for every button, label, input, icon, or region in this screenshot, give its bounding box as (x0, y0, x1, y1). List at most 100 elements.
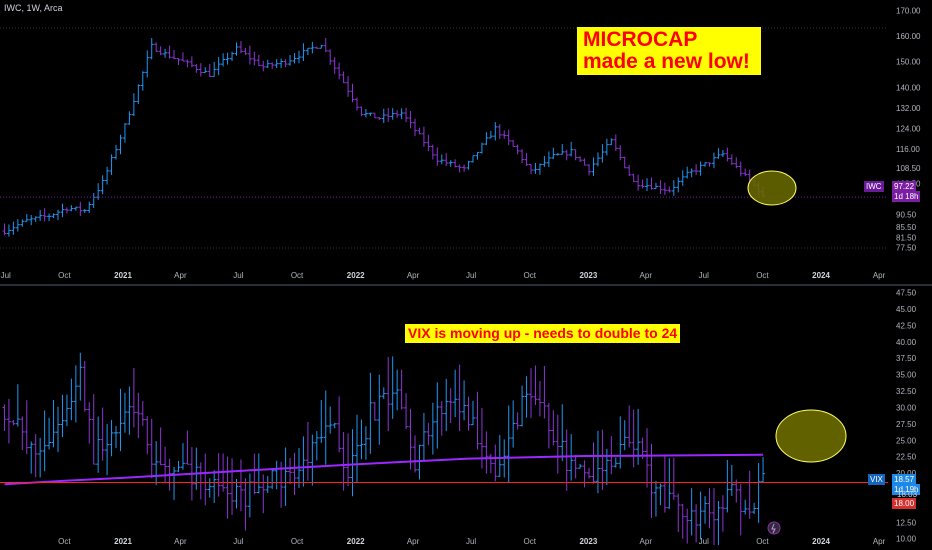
iwc-bar (38, 209, 43, 221)
iwc-bar (658, 180, 663, 195)
vix-bar (60, 394, 65, 438)
vix-bar (363, 426, 368, 460)
vix-bar (386, 356, 391, 432)
vix-bar (466, 396, 471, 431)
vix-bar (734, 479, 739, 503)
vix-bar (372, 402, 377, 421)
iwc-bar (439, 154, 444, 165)
vix-annotation: VIX is moving up - needs to double to 24 (405, 324, 681, 343)
vix-bar (256, 453, 261, 494)
new-low-highlight-ellipse (747, 170, 797, 206)
iwc-bar (636, 174, 641, 191)
iwc-bar (573, 149, 578, 161)
vix-bar (435, 382, 440, 449)
vix-bar (136, 392, 141, 439)
vix-bar (328, 406, 333, 434)
vix-bar (631, 409, 636, 468)
iwc-bar (542, 156, 547, 167)
vix-bar (564, 429, 569, 491)
pane-separator (0, 284, 932, 286)
iwc-bar (408, 111, 413, 129)
vix-bar (33, 434, 38, 478)
vix-bar (747, 470, 752, 519)
vix-bar (225, 456, 230, 519)
event-marker-icon[interactable] (767, 521, 781, 535)
vix-bar (703, 496, 708, 524)
iwc-bar (595, 152, 600, 167)
iwc-bar (515, 144, 520, 155)
iwc-bar (471, 155, 476, 163)
vix-xtick-9: 2023 (579, 537, 597, 546)
iwc-bar (288, 55, 293, 66)
iwc-ytick-7: 108.50 (896, 164, 921, 173)
iwc-bar (618, 145, 623, 161)
iwc-bar (609, 138, 614, 146)
vix-bar (542, 365, 547, 419)
iwc-bar (82, 209, 87, 213)
vix-bar (671, 457, 676, 500)
vix-bar (524, 376, 529, 418)
vix-ytick-15: 10.00 (896, 535, 917, 544)
vix-bar (515, 412, 520, 430)
vix-bar (439, 401, 444, 436)
iwc-bar (20, 219, 25, 227)
iwc-bar (207, 63, 212, 78)
vix-bar (332, 422, 337, 429)
iwc-ytick-2: 150.00 (896, 58, 921, 67)
iwc-bar (725, 147, 730, 162)
vix-ytick-3: 40.00 (896, 338, 917, 347)
iwc-bar (216, 57, 221, 76)
iwc-bar (323, 37, 328, 53)
iwc-bar (140, 71, 145, 91)
iwc-bar (15, 219, 20, 232)
iwc-bar (448, 160, 453, 167)
iwc-bar (158, 46, 163, 56)
iwc-bar (421, 126, 426, 147)
iwc-bar (354, 97, 359, 111)
vix-bar (680, 503, 685, 539)
vix-bar (158, 427, 163, 466)
vix-bar (537, 381, 542, 417)
iwc-bar (569, 141, 574, 157)
vix-bar (676, 493, 681, 533)
iwc-bar (24, 214, 29, 222)
iwc-bar (305, 47, 310, 56)
iwc-bar (172, 49, 177, 60)
vix-bar (212, 470, 217, 503)
vix-bar (578, 463, 583, 469)
iwc-bar (212, 62, 217, 77)
vix-ytick-0: 47.50 (896, 289, 917, 298)
iwc-bar (105, 166, 110, 185)
iwc-bar (176, 57, 181, 66)
iwc-bar (225, 52, 230, 65)
iwc-ytick-9: 90.50 (896, 210, 917, 219)
iwc-bar (73, 206, 78, 211)
vix-bar (203, 453, 208, 506)
vix-xtick-11: Jul (699, 537, 709, 546)
iwc-bar (328, 49, 333, 65)
vix-bar (613, 457, 618, 468)
vix-bar (243, 478, 248, 531)
vix-bar (283, 447, 288, 506)
vix-moving-average-line (4, 453, 764, 486)
iwc-bar (51, 213, 56, 219)
iwc-bar (703, 162, 708, 167)
vix-bar (430, 402, 435, 455)
vix-bar (395, 369, 400, 411)
iwc-bar (689, 168, 694, 178)
vix-price-badge: 18.57 (892, 474, 917, 485)
vix-bar (47, 417, 52, 450)
vix-bar (274, 460, 279, 490)
vix-ytick-8: 27.50 (896, 420, 917, 429)
vix-bar (20, 416, 25, 451)
vix-bar (479, 407, 484, 469)
vix-bar (163, 446, 168, 484)
vix-bar (64, 394, 69, 427)
vix-bar (305, 422, 310, 481)
iwc-bar (91, 192, 96, 209)
vix-bar (399, 369, 404, 410)
vix-bar (658, 483, 663, 506)
vix-bar (261, 474, 266, 514)
vix-bar (462, 380, 467, 421)
